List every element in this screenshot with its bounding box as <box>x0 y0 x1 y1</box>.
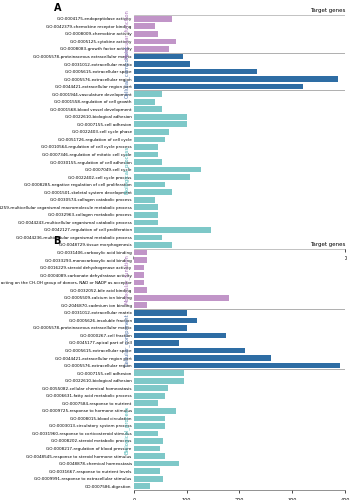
Bar <box>134 68 257 74</box>
Bar <box>134 332 226 338</box>
Bar <box>134 476 163 482</box>
Bar <box>134 152 158 158</box>
Bar <box>134 325 187 330</box>
Bar <box>134 24 155 29</box>
Bar <box>134 114 187 119</box>
Bar <box>134 423 165 428</box>
Bar <box>134 386 168 391</box>
Bar <box>134 408 176 414</box>
Bar <box>134 61 190 67</box>
Text: Biological_process: Biological_process <box>124 406 130 454</box>
Text: A: A <box>54 2 61 12</box>
Bar <box>134 318 197 323</box>
Bar <box>134 416 165 421</box>
Bar <box>134 220 158 225</box>
Bar <box>134 190 172 195</box>
Bar <box>134 295 229 300</box>
Text: Molecular_function: Molecular_function <box>124 9 130 59</box>
Bar <box>134 257 147 263</box>
Bar <box>134 288 147 293</box>
Text: Cellular_component: Cellular_component <box>124 313 130 366</box>
Text: B: B <box>54 236 61 246</box>
Bar <box>134 166 201 172</box>
Bar <box>134 430 157 436</box>
Bar <box>134 197 155 202</box>
Bar <box>134 84 303 89</box>
Bar <box>134 453 165 459</box>
Bar <box>134 400 157 406</box>
Text: Target genes: Target genes <box>310 8 345 13</box>
Bar <box>134 136 165 142</box>
Bar <box>134 16 172 22</box>
Bar <box>134 212 158 218</box>
Bar <box>134 468 160 474</box>
Bar <box>134 122 187 127</box>
Bar <box>134 242 172 248</box>
Bar <box>134 302 147 308</box>
Bar <box>134 46 169 52</box>
Bar <box>134 280 144 285</box>
Bar <box>134 159 162 165</box>
Text: Target genes: Target genes <box>310 242 345 247</box>
Bar <box>134 348 245 354</box>
Text: Molecular_function: Molecular_function <box>124 254 130 304</box>
Bar <box>134 355 271 361</box>
Bar <box>134 144 158 150</box>
Bar <box>134 174 190 180</box>
Bar <box>134 461 178 466</box>
Bar <box>134 272 144 278</box>
Bar <box>134 204 158 210</box>
Bar <box>134 76 338 82</box>
Bar <box>134 393 165 398</box>
Bar <box>134 92 162 97</box>
Bar <box>134 363 340 368</box>
Bar <box>134 265 144 270</box>
Bar <box>134 438 163 444</box>
Bar <box>134 227 211 232</box>
Bar <box>134 182 165 188</box>
Bar <box>134 38 176 44</box>
Bar <box>134 370 184 376</box>
Bar <box>134 446 160 452</box>
Bar <box>134 31 158 36</box>
Bar <box>134 340 178 346</box>
Bar <box>134 234 162 240</box>
Bar <box>134 250 147 256</box>
Bar <box>134 129 169 134</box>
Bar <box>134 54 183 60</box>
Bar <box>134 106 162 112</box>
Bar <box>134 378 184 384</box>
Bar <box>134 484 150 489</box>
Bar <box>134 310 187 316</box>
Text: Biological_process: Biological_process <box>124 146 130 194</box>
Text: Cellular_component: Cellular_component <box>124 45 130 98</box>
Bar <box>134 99 155 104</box>
